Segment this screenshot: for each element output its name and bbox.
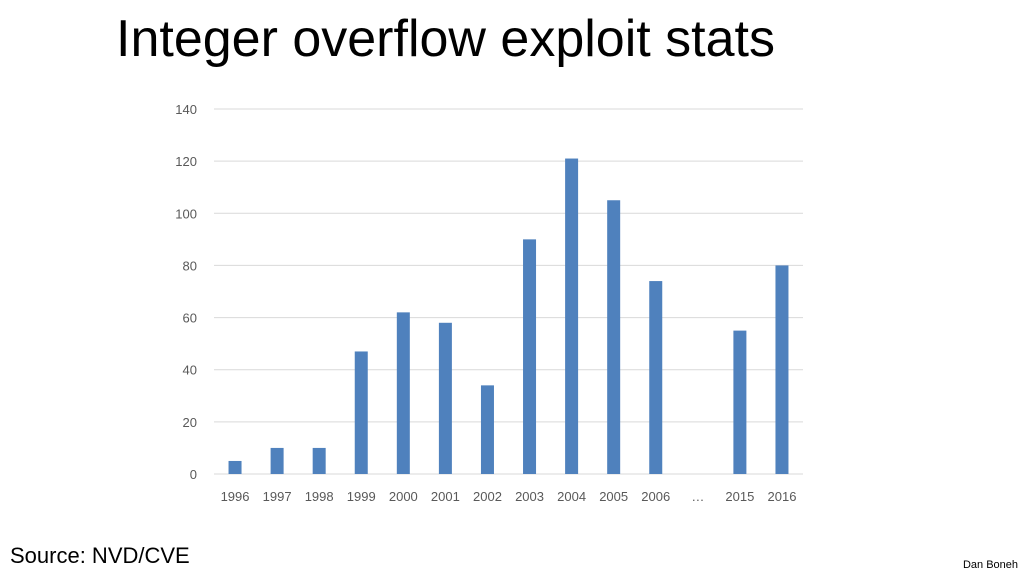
bar-1999 xyxy=(354,351,368,474)
x-tick-label: 2001 xyxy=(431,489,460,504)
bars xyxy=(228,158,789,475)
bar-1998 xyxy=(312,447,326,474)
y-tick-label: 120 xyxy=(175,154,197,169)
bar-2016 xyxy=(775,265,789,474)
bar-1997 xyxy=(270,447,284,474)
y-tick-label: 100 xyxy=(175,206,197,221)
x-axis-tick-labels: 1996 1997 1998 1999 2000 2001 2002 2003 2004 2005… xyxy=(221,489,797,504)
y-tick-label: 80 xyxy=(183,258,197,273)
x-tick-label: 2004 xyxy=(557,489,586,504)
author-credit: Dan Boneh xyxy=(962,559,1018,571)
bar-2004 xyxy=(565,158,579,475)
x-tick-label: 2015 xyxy=(725,489,754,504)
bar-2005 xyxy=(607,200,621,474)
bar-2015 xyxy=(733,330,747,474)
y-tick-label: 140 xyxy=(175,102,197,117)
x-tick-label: 2003 xyxy=(515,489,544,504)
y-axis-tick-labels: 0 20 40 60 80 100 120 140 xyxy=(175,102,197,482)
y-tick-label: 40 xyxy=(183,363,197,378)
y-tick-label: 20 xyxy=(183,415,197,430)
slide-title: Integer overflow exploit stats xyxy=(116,10,775,68)
gridlines xyxy=(214,108,803,475)
x-tick-label: 2002 xyxy=(473,489,502,504)
x-tick-label: … xyxy=(691,489,704,504)
x-tick-label: 1999 xyxy=(347,489,376,504)
y-tick-label: 0 xyxy=(190,467,197,482)
source-note: Source: NVD/CVE xyxy=(10,543,190,568)
x-tick-label: 1998 xyxy=(305,489,334,504)
x-tick-label: 2006 xyxy=(641,489,670,504)
x-tick-label: 2005 xyxy=(599,489,628,504)
bar-2006 xyxy=(649,281,663,474)
x-tick-label: 2016 xyxy=(768,489,797,504)
bar-2002 xyxy=(480,385,494,474)
bar-1996 xyxy=(228,460,242,474)
bar-2003 xyxy=(523,239,537,474)
x-tick-label: 1997 xyxy=(263,489,292,504)
x-tick-label: 1996 xyxy=(221,489,250,504)
x-tick-label: 2000 xyxy=(389,489,418,504)
bar-2001 xyxy=(438,322,452,474)
bar-2000 xyxy=(396,312,410,474)
y-tick-label: 60 xyxy=(183,311,197,326)
